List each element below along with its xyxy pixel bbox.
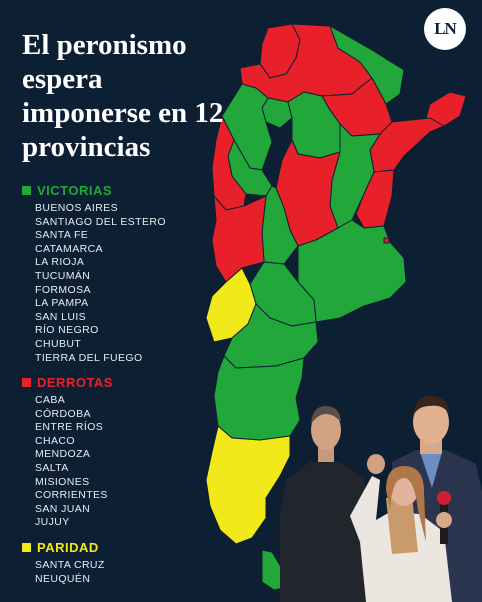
victorias-list: BUENOS AIRES SANTIAGO DEL ESTERO SANTA F… (22, 202, 166, 365)
province-catamarca (221, 83, 273, 171)
list-item: JUJUY (35, 516, 70, 529)
list-item: RÍO NEGRO (35, 324, 99, 337)
list-item: SANTIAGO DEL ESTERO (35, 215, 166, 228)
province-mendoza (211, 195, 267, 283)
derrotas-list: CABA CÓRDOBA ENTRE RÍOS CHACO MENDOZA SA… (22, 394, 113, 530)
list-item: SANTA FE (35, 229, 89, 242)
legend-derrotas: DERROTAS CABA CÓRDOBA ENTRE RÍOS CHACO M… (22, 375, 113, 530)
province-santa-cruz (205, 425, 291, 545)
legend-victorias: VICTORIAS BUENOS AIRES SANTIAGO DEL ESTE… (22, 183, 166, 365)
list-item: CHACO (35, 434, 75, 447)
list-item: SANTA CRUZ (35, 559, 105, 571)
list-item: SALTA (35, 461, 69, 474)
list-item: SAN LUIS (35, 310, 87, 323)
green-square-icon (22, 186, 31, 195)
list-item: CHUBUT (35, 337, 82, 350)
province-buenos-aires (297, 219, 407, 323)
legend-victorias-header: VICTORIAS (22, 183, 166, 198)
man-left-figure (280, 406, 370, 602)
legend-paridad-header: PARIDAD (22, 540, 105, 555)
yellow-square-icon (22, 543, 31, 552)
list-item: NEUQUÉN (35, 572, 91, 585)
legend-derrotas-header: DERROTAS (22, 375, 113, 390)
red-square-icon (22, 378, 31, 387)
list-item: SAN JUAN (35, 502, 91, 515)
list-item: TUCUMÁN (35, 269, 91, 282)
legend-paridad: PARIDAD SANTA CRUZ NEUQUÉN (22, 540, 105, 586)
woman-figure (350, 454, 452, 602)
list-item: LA RIOJA (35, 256, 85, 269)
page-title: El peronismo espera imponerse en 12 prov… (22, 29, 224, 163)
list-item: CORRIENTES (35, 489, 108, 502)
list-item: TIERRA DEL FUEGO (35, 351, 143, 364)
list-item: MENDOZA (35, 448, 91, 461)
legend-derrotas-label: DERROTAS (37, 375, 113, 390)
ln-logo: LN (424, 8, 466, 50)
politicians-photo (280, 395, 482, 602)
list-item: CÓRDOBA (35, 407, 91, 420)
legend-victorias-label: VICTORIAS (37, 183, 113, 198)
paridad-list: SANTA CRUZ NEUQUÉN (22, 559, 105, 586)
list-item: FORMOSA (35, 283, 91, 296)
list-item: LA PAMPA (35, 297, 89, 310)
legend-paridad-label: PARIDAD (37, 540, 99, 555)
list-item: MISIONES (35, 475, 90, 488)
province-caba (383, 237, 390, 244)
list-item: BUENOS AIRES (35, 202, 118, 214)
list-item: ENTRE RÍOS (35, 421, 104, 434)
list-item: CATAMARCA (35, 242, 103, 255)
list-item: CABA (35, 394, 66, 406)
province-chubut (213, 355, 305, 441)
